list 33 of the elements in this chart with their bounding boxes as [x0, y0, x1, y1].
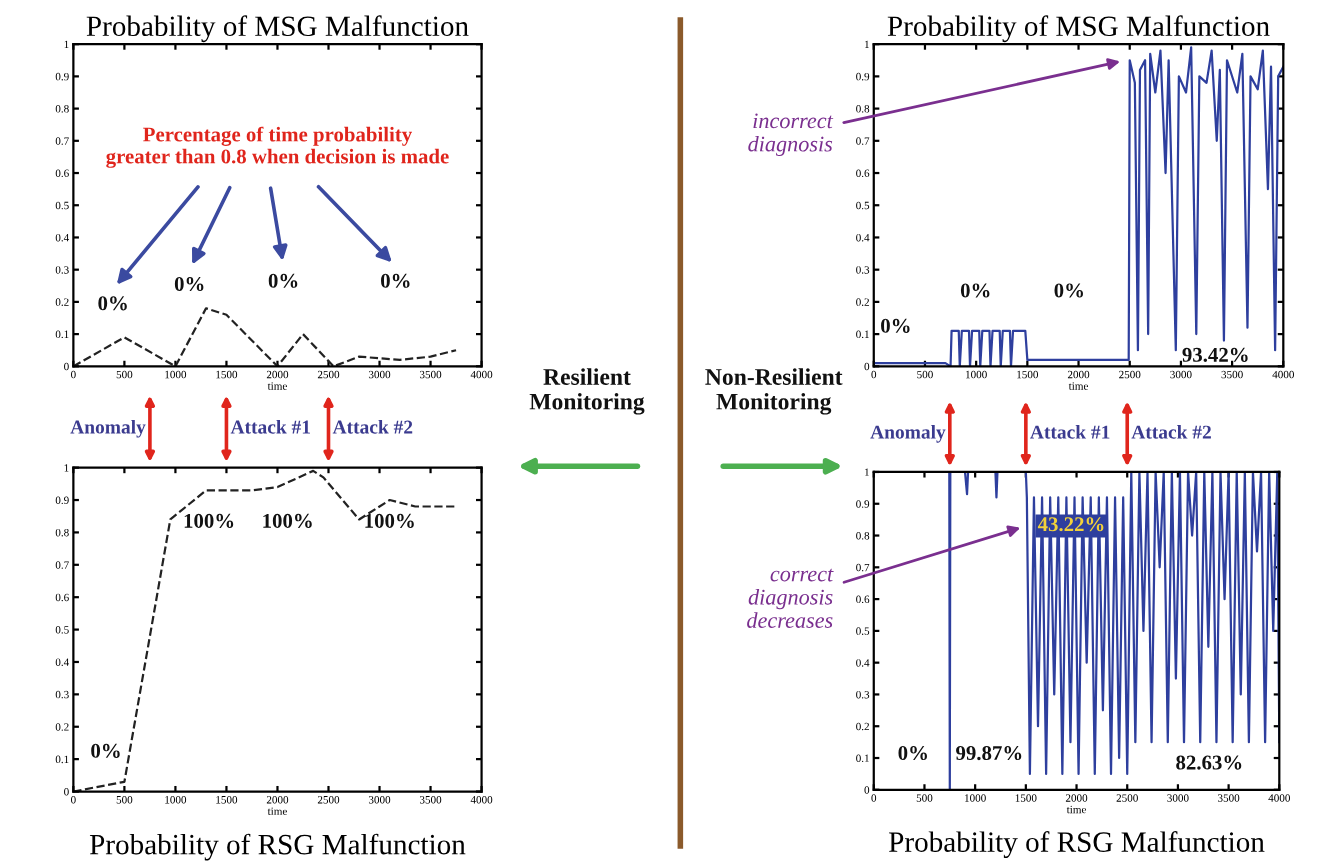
annotation: 99.87% [956, 745, 1022, 761]
annotation: 0% [960, 283, 990, 298]
text: Attack #2 [1131, 425, 1211, 439]
text: correct diagnosis decreases [747, 568, 834, 628]
annotation: 0% [268, 273, 298, 288]
chart-title: Probability of MSG Malfunction [887, 15, 1270, 43]
line-series [873, 46, 1284, 367]
annotation: 0% [381, 273, 410, 288]
annotation: 43.22% [1037, 517, 1104, 532]
chart-title: Probability of MSG Malfunction [86, 15, 469, 43]
annotation: Percentage of time probability greater than 0.8 when decision is made [106, 126, 449, 168]
text: incorrect diagnosis [748, 113, 834, 157]
text: Anomaly [870, 424, 946, 443]
annotation: 0% [174, 276, 204, 292]
text: Attack #1 [230, 419, 310, 434]
annotation: 0% [91, 743, 120, 758]
annotation: 0% [1054, 283, 1083, 298]
text: Anomaly [70, 419, 146, 438]
text: Non-Resilient Monitoring [705, 368, 843, 415]
text: Probability of RSG Malfunction [889, 831, 1265, 858]
annotation: 93.42% [1182, 347, 1248, 362]
line-series [73, 307, 458, 367]
annotation: 0% [881, 318, 910, 333]
annotation: 0% [98, 296, 127, 311]
text: Attack #2 [332, 419, 413, 434]
text: Probability of RSG Malfunction [89, 833, 466, 861]
annotation: 100% [263, 513, 312, 528]
annotation: 100% [184, 513, 234, 528]
text: Attack #1 [1030, 425, 1110, 439]
annotation: 0% [898, 745, 927, 761]
annotation: 100% [365, 513, 414, 528]
annotation: 82.63% [1176, 755, 1242, 770]
text: Resilient Monitoring [529, 368, 645, 415]
